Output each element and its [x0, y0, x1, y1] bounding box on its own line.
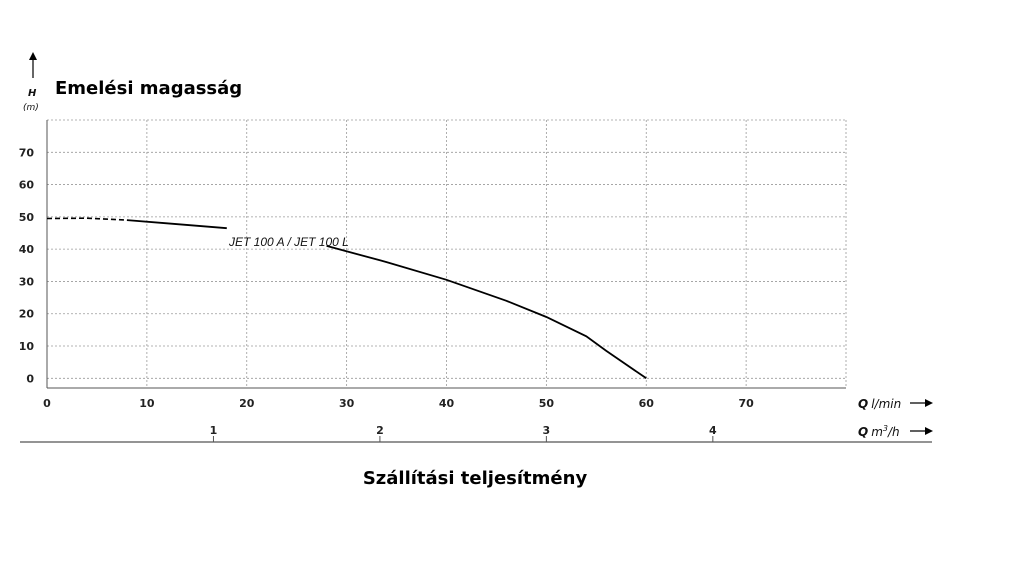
y-axis-label: H [28, 88, 37, 99]
x-axis-unit-text: l/min [871, 397, 901, 411]
x2-tick-label-3: 4 [709, 424, 717, 437]
curve-point-11 [606, 350, 607, 351]
x-tick-label-2: 20 [239, 397, 255, 410]
x2-axis-unit-tail: /h [887, 425, 900, 439]
chart-title: Emelési magasság [55, 78, 242, 99]
x2-axis-unit-base: m [871, 425, 883, 439]
grid [47, 119, 847, 388]
x-tick-label-7: 70 [738, 397, 754, 410]
x2-axis-arrow-head [925, 427, 933, 435]
curve-point-2 [126, 220, 127, 221]
x-axis-unit-symbol: Q [858, 397, 868, 411]
curve-point-6 [386, 262, 387, 263]
curve-point-7 [446, 279, 447, 280]
x-tick-label-5: 50 [539, 397, 555, 410]
curve-layer [46, 217, 647, 380]
curve-solid-segment-1 [126, 219, 227, 230]
x2-tick-label-1: 2 [376, 424, 384, 437]
curve-point-4 [226, 228, 227, 229]
x-tick-label-0: 0 [43, 397, 51, 410]
y-axis-arrow-head [29, 52, 37, 60]
x-axis-arrow-head [925, 399, 933, 407]
y-tick-label-4: 40 [19, 243, 35, 256]
curve-point-12 [646, 378, 647, 379]
curve-point-1 [86, 218, 87, 219]
x2-axis-unit-sup: 3 [883, 424, 888, 433]
y-tick-label-7: 70 [19, 146, 35, 159]
curve-solid-segment-2 [326, 245, 647, 380]
x-tick-label-4: 40 [439, 397, 455, 410]
curve-point-8 [506, 300, 507, 301]
curve-point-3 [166, 223, 167, 224]
y-tick-label-3: 30 [19, 275, 35, 288]
x2-tick-label-0: 1 [210, 424, 218, 437]
curve-point-9 [546, 316, 547, 317]
labels-layer: Emelési magasság H (m) Szállítási teljes… [23, 78, 901, 489]
curve-point-10 [586, 336, 587, 337]
y-tick-label-1: 10 [19, 340, 35, 353]
x-tick-label-1: 10 [139, 397, 155, 410]
x-tick-label-6: 60 [639, 397, 655, 410]
x-tick-label-3: 30 [339, 397, 355, 410]
axes: 0 10 20 30 40 50 60 70 0 10 20 30 40 50 60 70 1 2 3 4 [19, 52, 933, 443]
y-axis-unit: (m) [23, 103, 39, 113]
curve-point-0 [47, 218, 48, 219]
x-axis-label: Szállítási teljesítmény [363, 468, 588, 489]
x2-axis-unit-symbol: Q [858, 425, 868, 439]
curve-dashed-segment [46, 217, 127, 221]
y-tick-label-0: 0 [26, 372, 34, 385]
series-label: JET 100 A / JET 100 L [228, 235, 349, 249]
y-tick-label-2: 20 [19, 308, 35, 321]
y-tick-label-5: 50 [19, 211, 35, 224]
x2-tick-label-2: 3 [543, 424, 551, 437]
y-tick-label-6: 60 [19, 179, 35, 192]
